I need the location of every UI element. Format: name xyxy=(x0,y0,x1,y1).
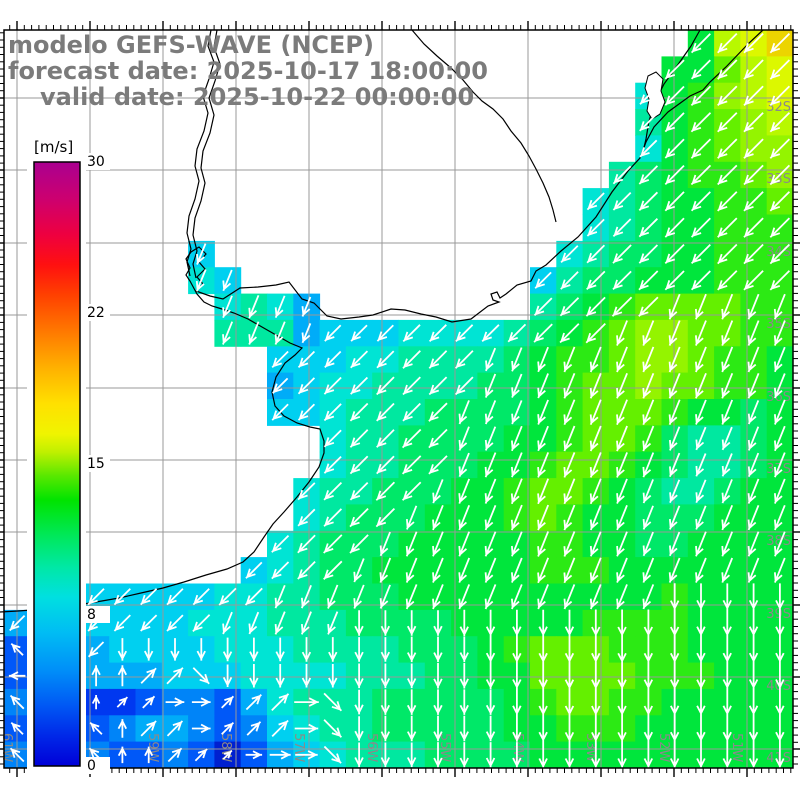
longitude-label: 57W xyxy=(291,733,306,763)
colorbar-tick-label: 0 xyxy=(87,758,96,774)
coastline-path xyxy=(411,29,557,223)
latitude-label: 35S xyxy=(766,317,791,332)
colorbar-label-backing xyxy=(84,304,110,321)
latitude-label: 36S xyxy=(766,390,791,405)
colorbar-tick-label: 22 xyxy=(87,305,105,321)
longitude-label: 55W xyxy=(437,733,452,763)
colorbar-tick-label: 30 xyxy=(87,154,105,170)
longitude-label: 51W xyxy=(729,733,744,763)
coastline-path xyxy=(0,29,764,613)
latitude-label: 41S xyxy=(766,751,791,766)
coastline-path xyxy=(192,29,221,279)
colorbar-label-backing xyxy=(84,757,110,774)
latitude-label: 33S xyxy=(766,172,791,187)
colorbar-tick-label: 8 xyxy=(87,607,96,623)
longitude-label: 53W xyxy=(583,733,598,763)
colorbar-unit-label: [m/s] xyxy=(34,138,73,156)
colorbar-label-backing xyxy=(84,606,110,623)
colorbar-label-backing xyxy=(84,455,110,472)
colorbar-gradient xyxy=(33,161,81,767)
map-border xyxy=(3,29,794,769)
longitude-label: 61W xyxy=(0,733,14,763)
latitude-label: 40S xyxy=(766,679,791,694)
coastline xyxy=(0,29,764,613)
colorbar-label-backing xyxy=(84,153,110,170)
longitude-label: 56W xyxy=(364,733,379,763)
latitude-label: 38S xyxy=(766,534,791,549)
latitude-label: 39S xyxy=(766,607,791,622)
colorbar-tick-label: 15 xyxy=(87,456,105,472)
longitude-label: 59W xyxy=(145,733,160,763)
colorbar: [m/s] 30 22 15 8 0 xyxy=(27,127,110,774)
longitude-label: 52W xyxy=(656,733,671,763)
coastline-path xyxy=(186,29,215,277)
wind-direction-arrows xyxy=(8,32,791,769)
